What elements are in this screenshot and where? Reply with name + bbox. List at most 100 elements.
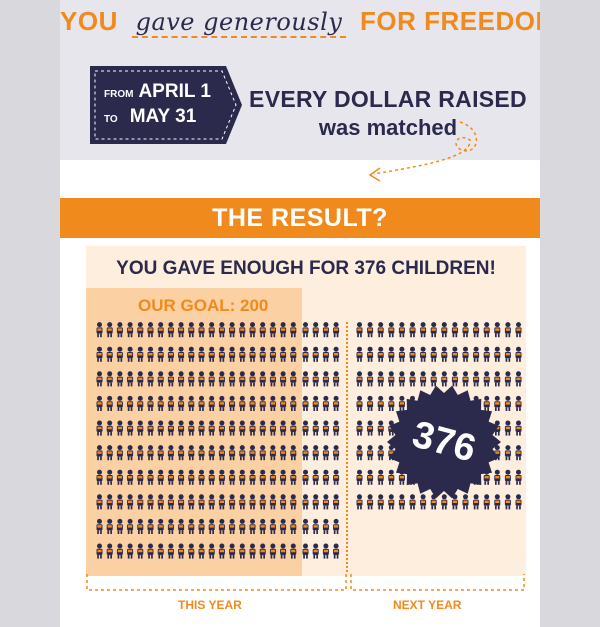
child-figure-icon xyxy=(420,322,427,338)
child-figure-icon xyxy=(473,322,480,338)
child-figure-icon xyxy=(333,395,340,411)
child-figure-icon xyxy=(290,371,297,387)
child-figure-icon xyxy=(106,494,113,510)
child-figure-icon xyxy=(302,420,309,436)
child-figure-icon xyxy=(322,518,329,534)
child-figure-icon xyxy=(198,543,205,559)
child-figure-icon xyxy=(290,420,297,436)
child-figure-icon xyxy=(178,346,185,362)
child-figure-icon xyxy=(116,445,123,461)
child-figure-icon xyxy=(106,518,113,534)
match-line-2: was matched xyxy=(318,115,458,140)
child-figure-icon xyxy=(515,322,522,338)
title-lead: YOU xyxy=(60,6,118,36)
child-figure-icon xyxy=(157,469,164,485)
child-figure-icon xyxy=(312,395,319,411)
child-figure-icon xyxy=(430,322,437,338)
child-figure-icon xyxy=(398,395,405,411)
child-figure-icon xyxy=(96,543,103,559)
child-figure-icon xyxy=(494,395,501,411)
child-figure-icon xyxy=(409,322,416,338)
child-figure-icon xyxy=(229,420,236,436)
child-figure-icon xyxy=(147,494,154,510)
child-figure-icon xyxy=(147,518,154,534)
child-figure-icon xyxy=(290,494,297,510)
child-figure-icon xyxy=(127,395,134,411)
child-figure-icon xyxy=(229,395,236,411)
child-figure-icon xyxy=(137,469,144,485)
child-figure-icon xyxy=(290,445,297,461)
child-figure-icon xyxy=(218,494,225,510)
child-figure-icon xyxy=(441,322,448,338)
child-figure-icon xyxy=(280,371,287,387)
child-figure-icon xyxy=(322,543,329,559)
child-figure-icon xyxy=(504,445,511,461)
child-figure-icon xyxy=(269,445,276,461)
child-figure-icon xyxy=(198,346,205,362)
child-figure-icon xyxy=(167,494,174,510)
child-figure-icon xyxy=(188,346,195,362)
dashed-arrow-icon xyxy=(368,121,478,182)
child-figure-icon xyxy=(322,494,329,510)
child-figure-icon xyxy=(259,395,266,411)
child-figure-icon xyxy=(188,420,195,436)
child-figure-icon xyxy=(178,469,185,485)
child-figure-icon xyxy=(239,371,246,387)
child-figure-icon xyxy=(483,494,490,510)
child-figure-icon xyxy=(218,395,225,411)
child-figure-icon xyxy=(398,346,405,362)
child-figure-icon xyxy=(322,469,329,485)
child-figure-icon xyxy=(116,469,123,485)
child-figure-icon xyxy=(137,371,144,387)
child-figure-icon xyxy=(515,420,522,436)
child-figure-icon xyxy=(322,371,329,387)
child-figure-icon xyxy=(127,469,134,485)
child-figure-icon xyxy=(127,494,134,510)
infographic-card: YOU gave generously FOR FREEDOM FROM APRI… xyxy=(60,0,540,627)
child-figure-icon xyxy=(333,494,340,510)
child-figure-icon xyxy=(504,494,511,510)
child-figure-icon xyxy=(198,469,205,485)
child-figure-icon xyxy=(188,494,195,510)
child-figure-icon xyxy=(483,322,490,338)
child-figure-icon xyxy=(259,494,266,510)
child-figure-icon xyxy=(157,518,164,534)
child-figure-icon xyxy=(280,445,287,461)
child-figure-icon xyxy=(137,445,144,461)
child-figure-icon xyxy=(259,346,266,362)
child-figure-icon xyxy=(116,395,123,411)
child-figure-icon xyxy=(377,395,384,411)
child-figure-icon xyxy=(116,420,123,436)
child-figure-icon xyxy=(451,322,458,338)
child-figure-icon xyxy=(356,445,363,461)
child-figure-icon xyxy=(377,322,384,338)
child-figure-icon xyxy=(356,346,363,362)
child-figure-icon xyxy=(127,371,134,387)
child-figure-icon xyxy=(312,445,319,461)
child-figure-icon xyxy=(398,494,405,510)
child-figure-icon xyxy=(302,395,309,411)
child-figure-icon xyxy=(116,494,123,510)
child-figure-icon xyxy=(116,322,123,338)
child-figure-icon xyxy=(167,322,174,338)
child-figure-icon xyxy=(388,494,395,510)
child-figure-icon xyxy=(473,371,480,387)
child-figure-icon xyxy=(208,469,215,485)
child-figure-icon xyxy=(420,346,427,362)
child-figure-icon xyxy=(377,371,384,387)
panel-headline: YOU GAVE ENOUGH FOR 376 CHILDREN! xyxy=(116,258,496,279)
child-figure-icon xyxy=(239,445,246,461)
child-figure-icon xyxy=(167,445,174,461)
child-figure-icon xyxy=(249,346,256,362)
child-figure-icon xyxy=(198,420,205,436)
child-figure-icon xyxy=(302,322,309,338)
child-figure-icon xyxy=(367,346,374,362)
child-figure-icon xyxy=(356,494,363,510)
child-figure-icon xyxy=(462,494,469,510)
child-figure-icon xyxy=(377,346,384,362)
child-figure-icon xyxy=(106,420,113,436)
child-figure-icon xyxy=(388,346,395,362)
child-figure-icon xyxy=(333,322,340,338)
child-figure-icon xyxy=(188,543,195,559)
child-figure-icon xyxy=(198,395,205,411)
